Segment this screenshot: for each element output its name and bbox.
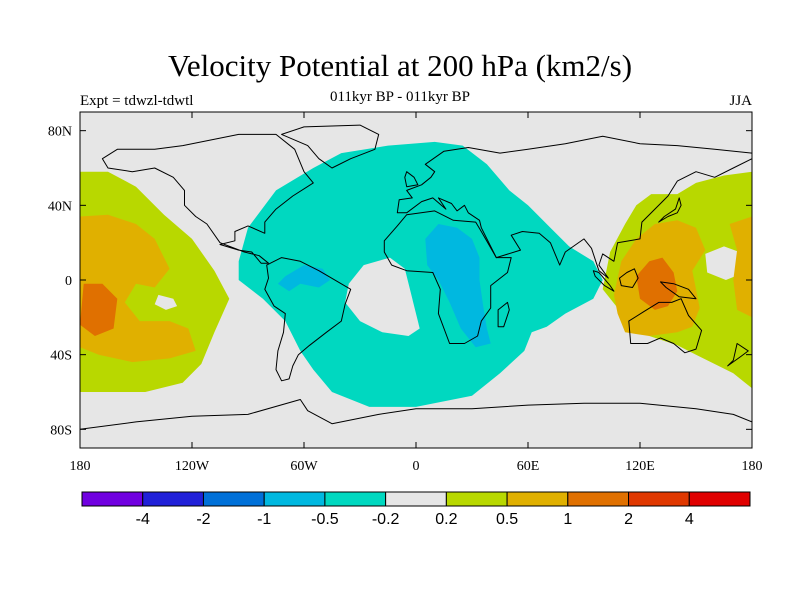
colorbar-label: -2 — [196, 511, 210, 528]
colorbar-swatch — [142, 491, 204, 507]
colorbar-label: -0.2 — [372, 511, 400, 528]
coastline-south-america — [264, 257, 352, 382]
coastline-north-america — [101, 133, 314, 264]
colorbar-label: -4 — [136, 511, 150, 528]
colorbar-swatch — [324, 491, 387, 507]
y-tick-label: 0 — [65, 274, 72, 289]
y-tick-label: 80S — [50, 423, 72, 438]
coastline-japan — [658, 197, 682, 223]
map-axis-ticks: 180 120W 60W 0 60E 120E 180 80N 40N 0 40S 80S — [48, 112, 763, 474]
colorbar-label: 1 — [563, 511, 572, 528]
plot-title: Velocity Potential at 200 hPa (km2/s) — [167, 48, 633, 83]
plot-subtitle: 011kyr BP - 011kyr BP — [329, 89, 470, 105]
experiment-label: Expt = tdwzl-tdwtl — [80, 93, 194, 109]
x-tick-label: 0 — [413, 459, 420, 474]
map-plot-area — [80, 112, 752, 448]
x-tick-label: 180 — [742, 459, 763, 474]
contour-region-south-america-core — [277, 265, 331, 292]
colorbar-swatch — [385, 491, 447, 507]
colorbar-swatch — [628, 491, 690, 507]
x-tick-label: 180 — [70, 459, 91, 474]
coastline-greenland — [281, 124, 380, 169]
x-tick-label: 60E — [517, 459, 540, 474]
y-tick-label: 40S — [50, 349, 72, 364]
season-label: JJA — [729, 93, 752, 109]
colorbar-label: -1 — [257, 511, 271, 528]
coastline-eurasia — [396, 135, 752, 279]
coastline-sumatra — [592, 270, 615, 292]
y-tick-label: 80N — [48, 125, 72, 140]
colorbar-swatch — [263, 491, 326, 507]
contour-region-atlantic-hole-positive — [345, 257, 420, 336]
coastline-indonesia-borneo — [619, 268, 639, 288]
colorbar-label: 4 — [685, 511, 694, 528]
colorbar-swatch — [202, 491, 265, 507]
colorbar-swatch — [81, 491, 144, 507]
coastline-australia — [628, 298, 703, 354]
colorbar-swatch — [506, 491, 569, 507]
colorbar-label: 0.5 — [496, 511, 518, 528]
x-tick-label: 120W — [175, 459, 210, 474]
coastline-madagascar — [497, 301, 510, 328]
contour-region-pacific-east-hole — [154, 294, 178, 310]
contour-region-pacific-west-core — [636, 257, 678, 310]
coastline-africa — [383, 210, 512, 344]
coastline-antarctica — [80, 399, 752, 448]
coastline-new-zealand — [727, 343, 749, 367]
contour-region-dateline-east-midlevel — [729, 216, 752, 318]
contour-region-atlantic-africa-negative — [238, 141, 603, 407]
colorbar-label: -0.5 — [311, 511, 339, 528]
colorbar-label: 0.2 — [435, 511, 457, 528]
coastline-uk — [404, 171, 419, 188]
colorbar-label: 2 — [624, 511, 633, 528]
x-tick-label: 120E — [625, 459, 655, 474]
colorbar-swatch — [567, 491, 630, 507]
colorbar: -4 -2 -1 -0.5 -0.2 0.2 0.5 1 2 4 — [81, 491, 751, 528]
x-tick-label: 60W — [290, 459, 318, 474]
colorbar-swatch — [688, 491, 751, 507]
y-tick-label: 40N — [48, 199, 72, 214]
colorbar-swatch — [445, 491, 508, 507]
coastline-new-guinea — [660, 281, 697, 300]
contour-region-pacific-east-core — [80, 283, 118, 336]
contour-region-africa-core — [425, 224, 491, 348]
